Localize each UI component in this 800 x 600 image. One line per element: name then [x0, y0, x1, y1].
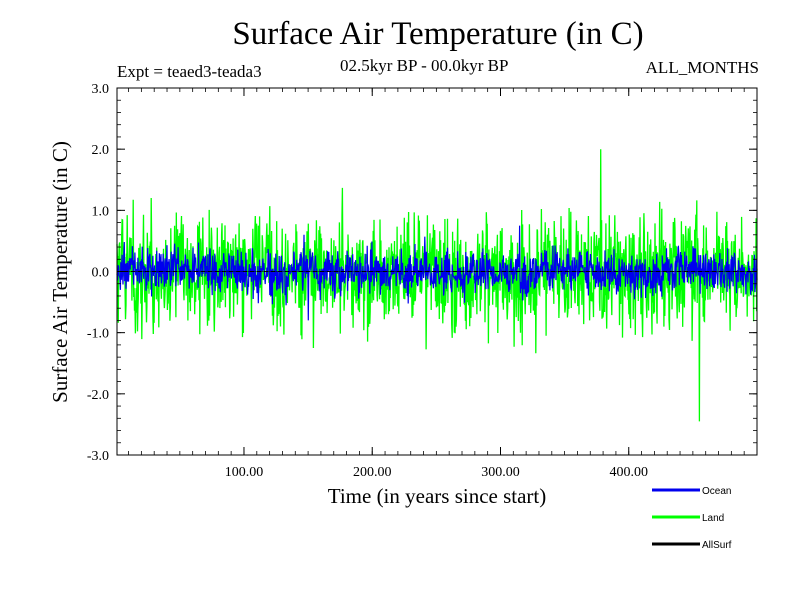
y-tick-label: 3.0: [92, 82, 110, 97]
y-tick-label: -1.0: [87, 327, 109, 342]
legend-label-allsurf: AllSurf: [702, 540, 732, 551]
y-tick-label: -2.0: [87, 388, 109, 403]
y-axis-label: Surface Air Temperature (in C): [48, 141, 72, 403]
plot-area: [116, 149, 758, 422]
experiment-label: Expt = teaed3-teada3: [117, 62, 262, 81]
months-label: ALL_MONTHS: [645, 58, 759, 77]
x-tick-label: 200.00: [353, 465, 392, 480]
y-tick-label: -3.0: [87, 449, 109, 464]
y-tick-label: 2.0: [92, 143, 110, 158]
y-tick-label: 0.0: [92, 266, 110, 281]
legend: Ocean Land AllSurf: [652, 486, 732, 551]
x-tick-label: 300.00: [481, 465, 520, 480]
legend-label-ocean: Ocean: [702, 486, 731, 497]
time-range-label: 02.5kyr BP - 00.0kyr BP: [340, 56, 509, 75]
x-tick-label: 400.00: [609, 465, 648, 480]
y-tick-label: 1.0: [92, 204, 110, 219]
x-axis-label: Time (in years since start): [328, 484, 547, 508]
chart-title: Surface Air Temperature (in C): [232, 16, 644, 52]
x-tick-label: 100.00: [225, 465, 264, 480]
series-line-ocean: [116, 225, 758, 321]
legend-label-land: Land: [702, 513, 724, 524]
